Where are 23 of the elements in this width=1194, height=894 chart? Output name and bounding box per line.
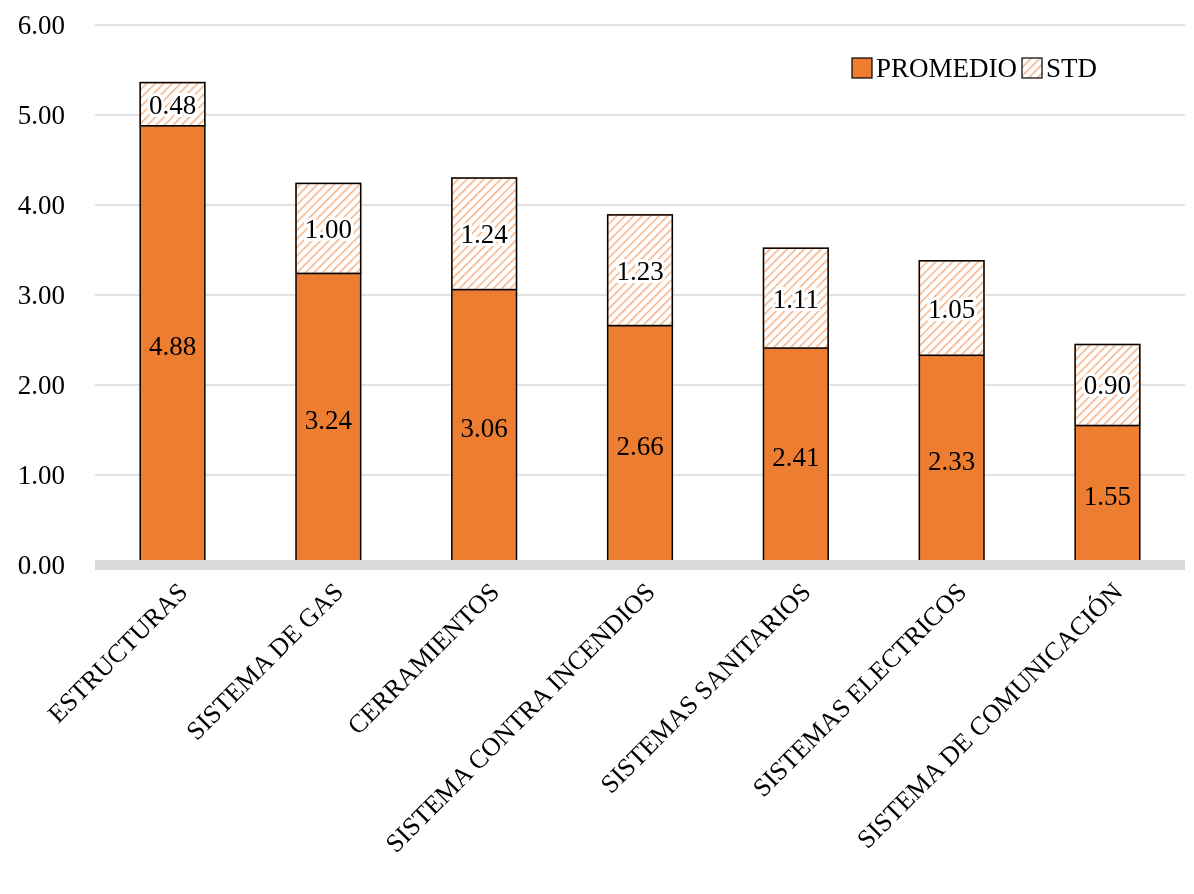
data-label: 1.00 (304, 213, 352, 244)
legend-label: STD (1046, 53, 1098, 84)
legend-label: PROMEDIO (876, 53, 1018, 84)
data-label: 0.90 (1083, 370, 1132, 401)
data-label: 1.05 (928, 293, 976, 324)
y-tick-label: 6.00 (17, 10, 65, 41)
data-label: 4.88 (148, 330, 197, 361)
data-label: 3.24 (304, 404, 353, 435)
y-tick-label: 1.00 (17, 460, 65, 491)
data-label: 2.41 (772, 442, 820, 472)
y-tick-label: 4.00 (17, 190, 65, 221)
data-label: 2.66 (616, 430, 664, 461)
data-label: 0.48 (148, 89, 197, 120)
y-tick-label: 0.00 (17, 550, 65, 581)
data-label: 2.33 (928, 445, 976, 476)
y-tick-label: 2.00 (17, 370, 65, 401)
data-label: 1.24 (460, 219, 509, 250)
y-tick-label: 3.00 (17, 280, 65, 311)
data-label: 1.23 (616, 255, 664, 286)
data-label: 1.55 (1083, 480, 1132, 511)
data-label: 3.06 (460, 412, 508, 443)
data-label: 1.11 (772, 283, 819, 314)
y-tick-label: 5.00 (17, 100, 65, 131)
